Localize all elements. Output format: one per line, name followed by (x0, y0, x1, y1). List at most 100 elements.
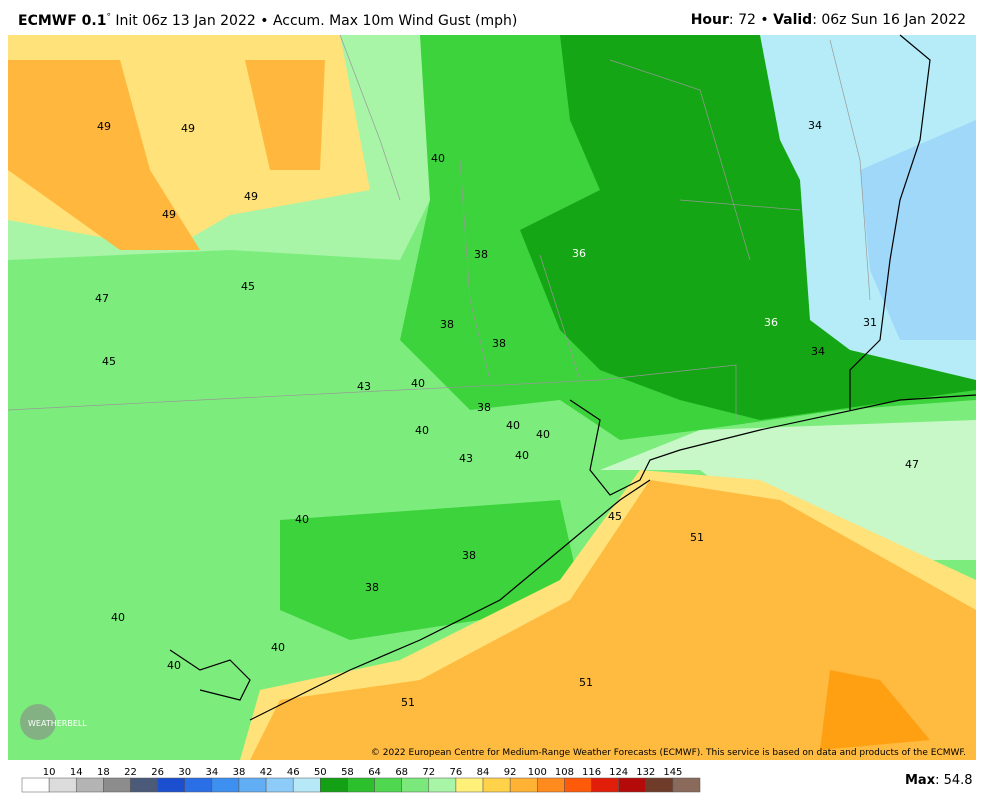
valid-value: : 06z Sun 16 Jan 2022 (812, 12, 966, 28)
contour-label: 49 (181, 122, 195, 135)
contour-label: 51 (401, 696, 415, 709)
contour-label: 36 (572, 247, 586, 260)
swatch (157, 777, 185, 793)
contour-label: 40 (167, 659, 181, 672)
contour-label: 40 (431, 152, 445, 165)
model: ECMWF 0.1 (18, 12, 107, 29)
contour-label: 51 (690, 531, 704, 544)
swatch (672, 777, 701, 793)
hour-label: Hour (690, 12, 729, 28)
colorbar-tick: 108 (555, 767, 574, 778)
swatch (103, 777, 131, 793)
contour-label: 38 (492, 337, 506, 350)
swatch (401, 777, 430, 793)
colorbar-tick: 145 (663, 767, 682, 778)
sep: • (260, 12, 269, 29)
contour-label: 45 (608, 510, 622, 523)
swatch (184, 777, 213, 793)
contour-label: 40 (111, 611, 125, 624)
sep: • (760, 12, 769, 28)
contour-label: 40 (415, 424, 429, 437)
valid-label: Valid (773, 12, 813, 28)
contour-label: 31 (863, 316, 877, 329)
contour-label: 43 (357, 380, 371, 393)
contour-label: 45 (102, 355, 116, 368)
swatch (428, 777, 457, 793)
header-right: Hour: 72 • Valid: 06z Sun 16 Jan 2022 (691, 12, 966, 28)
contour-label: 49 (97, 120, 111, 133)
max-value: : 54.8 (935, 773, 972, 788)
contour-label: 36 (764, 316, 778, 329)
colorbar-tick: 50 (314, 767, 327, 778)
colorbar-tick: 10 (43, 767, 56, 778)
colorbar-tick: 58 (341, 767, 354, 778)
degree: ° (106, 12, 111, 22)
colorbar-tick: 124 (609, 767, 628, 778)
swatch (482, 777, 511, 793)
contour-label: 51 (579, 676, 593, 689)
contour-label: 38 (365, 581, 379, 594)
colorbar-tick: 22 (124, 767, 137, 778)
colorbar-tick: 34 (205, 767, 218, 778)
swatch (374, 777, 402, 793)
swatch (537, 777, 565, 793)
swatch (130, 777, 158, 793)
contour-label: 43 (459, 452, 473, 465)
swatch (238, 777, 267, 793)
contour-label: 40 (536, 428, 550, 441)
contour-label: 38 (440, 318, 454, 331)
colorbar-tick: 68 (395, 767, 408, 778)
contour-label: 40 (271, 641, 285, 654)
swatch (265, 777, 294, 793)
colorbar-tick: 64 (368, 767, 381, 778)
swatch (645, 777, 674, 793)
colorbar: 10 14 18 22 26 30 34 38 42 46 50 58 64 68 72 76 84 92 100 1… (21, 767, 701, 793)
swatch (509, 777, 538, 793)
copyright: © 2022 European Centre for Medium-Range … (371, 748, 966, 758)
swatch (591, 777, 619, 793)
contour-label: 40 (515, 449, 529, 462)
contour-label: 45 (241, 280, 255, 293)
contour-label: 34 (808, 119, 822, 132)
field: Accum. Max 10m Wind Gust (mph) (272, 12, 518, 29)
colorbar-tick: 42 (260, 767, 273, 778)
header-left: ECMWF 0.1° Init 06z 13 Jan 2022 • Accum.… (18, 12, 518, 29)
colorbar-tick: 18 (97, 767, 110, 778)
swatch (292, 777, 321, 793)
contour-label: 38 (477, 401, 491, 414)
colorbar-tick: 30 (178, 767, 191, 778)
contour-label: 40 (411, 377, 425, 390)
contour-label: 40 (506, 419, 520, 432)
hour-value: : 72 (728, 12, 756, 28)
swatch (347, 777, 375, 793)
colorbar-tick: 92 (504, 767, 517, 778)
contour-label: 49 (244, 190, 258, 203)
logo: WEATHERBELL (28, 719, 87, 728)
colorbar-tick: 132 (636, 767, 655, 778)
swatch (455, 777, 484, 793)
logo-icon (20, 704, 56, 740)
colorbar-tick: 84 (477, 767, 490, 778)
contour-label: 49 (162, 208, 176, 221)
swatch (48, 777, 77, 793)
labels: 49 49 40 34 49 49 38 36 47 45 38 38 36 31 34 45 43 40 38 40… (95, 119, 919, 709)
init: Init 06z 13 Jan 2022 (115, 12, 256, 29)
colorbar-tick: 38 (233, 767, 246, 778)
swatch (618, 777, 647, 793)
colorbar-tick: 14 (70, 767, 83, 778)
contour-label: 47 (95, 292, 109, 305)
colorbar-tick: 116 (582, 767, 601, 778)
max-label: Max (905, 773, 936, 788)
contour-label: 47 (905, 458, 919, 471)
contour-label: 38 (474, 248, 488, 261)
contour-label: 38 (462, 549, 476, 562)
swatch (21, 777, 50, 793)
colorbar-tick: 46 (287, 767, 300, 778)
swatch (564, 777, 592, 793)
swatch (75, 777, 104, 793)
contour-label: 34 (811, 345, 825, 358)
colorbar-tick: 76 (450, 767, 463, 778)
colorbar-tick: 72 (422, 767, 435, 778)
